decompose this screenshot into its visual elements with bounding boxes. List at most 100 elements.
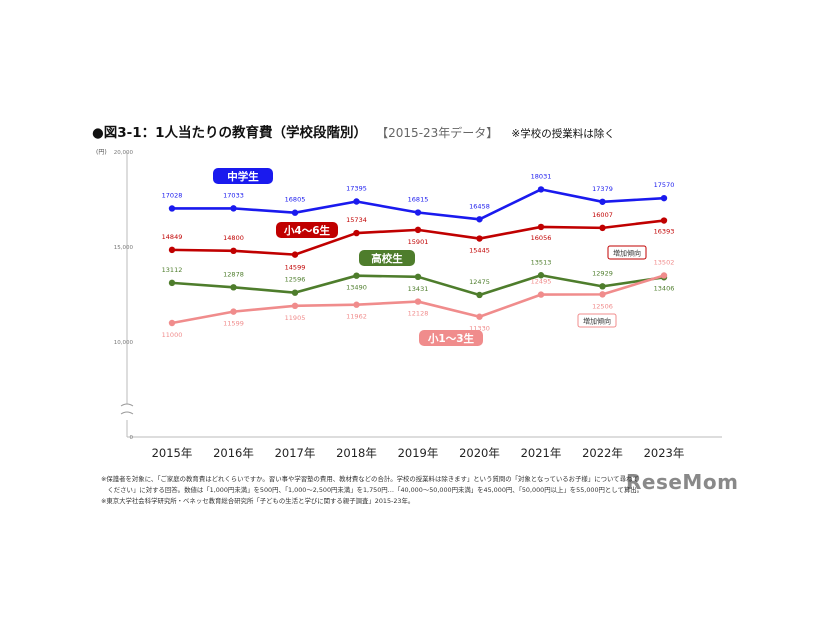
data-point [168,319,176,327]
data-point [291,209,299,216]
data-label: 13112 [162,266,183,274]
data-label: 13513 [531,258,552,266]
series-name-box [213,168,273,184]
data-label: 12475 [469,278,490,286]
x-tick-label: 2021年 [521,446,562,460]
data-label: 12495 [531,278,552,286]
annotation-label: 増加傾向 [613,249,641,258]
series-name-box [419,330,483,346]
series-name-label: 高校生 [371,252,403,265]
x-tick-label: 2017年 [275,446,316,460]
footnote-line: ※東京大学社会科学研究所・ベネッセ教育総合研究所「子どもの生活と学びに関する親子… [101,497,415,505]
line-chart: (円) 20,000 15,000 10,000 0 2015年 2016年 2017年 201… [96,149,722,460]
data-point [168,246,176,254]
x-tick-label: 2015年 [152,446,193,460]
x-tick-label: 2016年 [213,446,254,460]
data-point [537,186,545,193]
data-label: 14849 [162,233,183,241]
chart-subtitle: 【2015-23年データ】 [376,126,499,140]
data-label: 17395 [346,184,367,192]
data-label: 16056 [531,234,552,242]
data-point [291,289,299,296]
data-label: 17033 [223,191,244,199]
data-label: 11000 [162,331,183,339]
data-point [168,205,176,212]
data-label: 14599 [285,264,306,272]
y-tick-label: 15,000 [114,245,134,251]
data-label: 17379 [592,185,613,193]
data-point [230,308,237,315]
data-label: 15901 [408,238,429,246]
y-tick-label: 10,000 [114,340,134,346]
data-point [599,291,606,298]
data-point [599,198,606,205]
footnote-line: ※保護者を対象に、「ご家庭の教育費はどれくらいですか。習い事や学習塾の費用、教材… [101,475,639,483]
data-point [353,301,360,308]
data-label: 13406 [654,284,675,292]
footnote-line: ください」に対する回答。数値は「1,000円未満」を500円、「1,000～2,… [101,486,644,494]
data-point [599,224,606,232]
data-point [476,235,483,242]
y-tick-label: 20,000 [114,150,134,156]
data-point [230,205,237,212]
data-label: 13431 [408,285,429,293]
data-label: 13502 [654,258,675,266]
series-name-box [359,250,415,266]
series-name-box [276,222,338,238]
data-point [291,302,299,310]
data-point [537,223,545,231]
data-point [230,247,237,254]
data-point [537,272,545,279]
series-name-label: 小4～6生 [283,224,331,237]
data-label: 16815 [408,196,429,204]
data-point [230,284,237,291]
data-point [168,279,176,287]
data-label: 11962 [346,313,367,321]
data-point [414,273,422,281]
data-label: 11330 [469,325,490,333]
series-name-label: 小1～3生 [427,332,475,345]
data-point [291,251,299,258]
chart-title: ●図3-1：1人当たりの教育費（学校段階別） [92,125,368,141]
data-label: 12929 [592,269,613,277]
data-label: 16805 [285,196,306,204]
data-point [599,283,606,290]
x-tick-label: 2023年 [644,446,685,460]
annotation-box [577,313,617,328]
data-label: 14800 [223,234,244,242]
chart-note: ※学校の授業料は除く [511,128,615,140]
data-label: 11905 [285,314,306,322]
data-label: 15445 [469,247,490,255]
data-label: 16007 [592,211,613,219]
data-label: 12506 [592,302,613,310]
data-point [660,272,668,279]
x-tick-label: 2020年 [459,446,500,460]
data-label: 18031 [531,172,552,180]
data-point [476,216,483,223]
data-label: 12878 [223,270,244,278]
data-point [476,291,483,299]
data-label: 11599 [223,320,244,328]
x-tick-label: 2018年 [336,446,377,460]
data-point [353,272,360,279]
data-label: 16458 [469,202,490,210]
data-point [414,226,422,234]
footnotes: ※保護者を対象に、「ご家庭の教育費はどれくらいですか。習い事や学習塾の費用、教材… [101,474,721,507]
data-label: 16393 [654,228,675,236]
data-label: 12128 [408,310,429,318]
data-label: 17570 [654,181,675,189]
x-tick-label: 2022年 [582,446,623,460]
data-point [353,198,360,205]
data-label: 12596 [285,276,306,284]
data-label: 15734 [346,216,367,224]
watermark-logo: ReseMom [626,470,739,494]
data-point [414,298,422,305]
data-point [537,291,545,298]
data-point [660,217,668,224]
data-point [414,209,422,216]
annotation-box [607,245,647,260]
y-axis-unit: (円) [96,149,107,156]
data-point [476,313,483,320]
axis-break-icon [120,403,134,415]
chart-title-row: ●図3-1：1人当たりの教育費（学校段階別） 【2015-23年データ】 ※学校… [92,121,615,141]
